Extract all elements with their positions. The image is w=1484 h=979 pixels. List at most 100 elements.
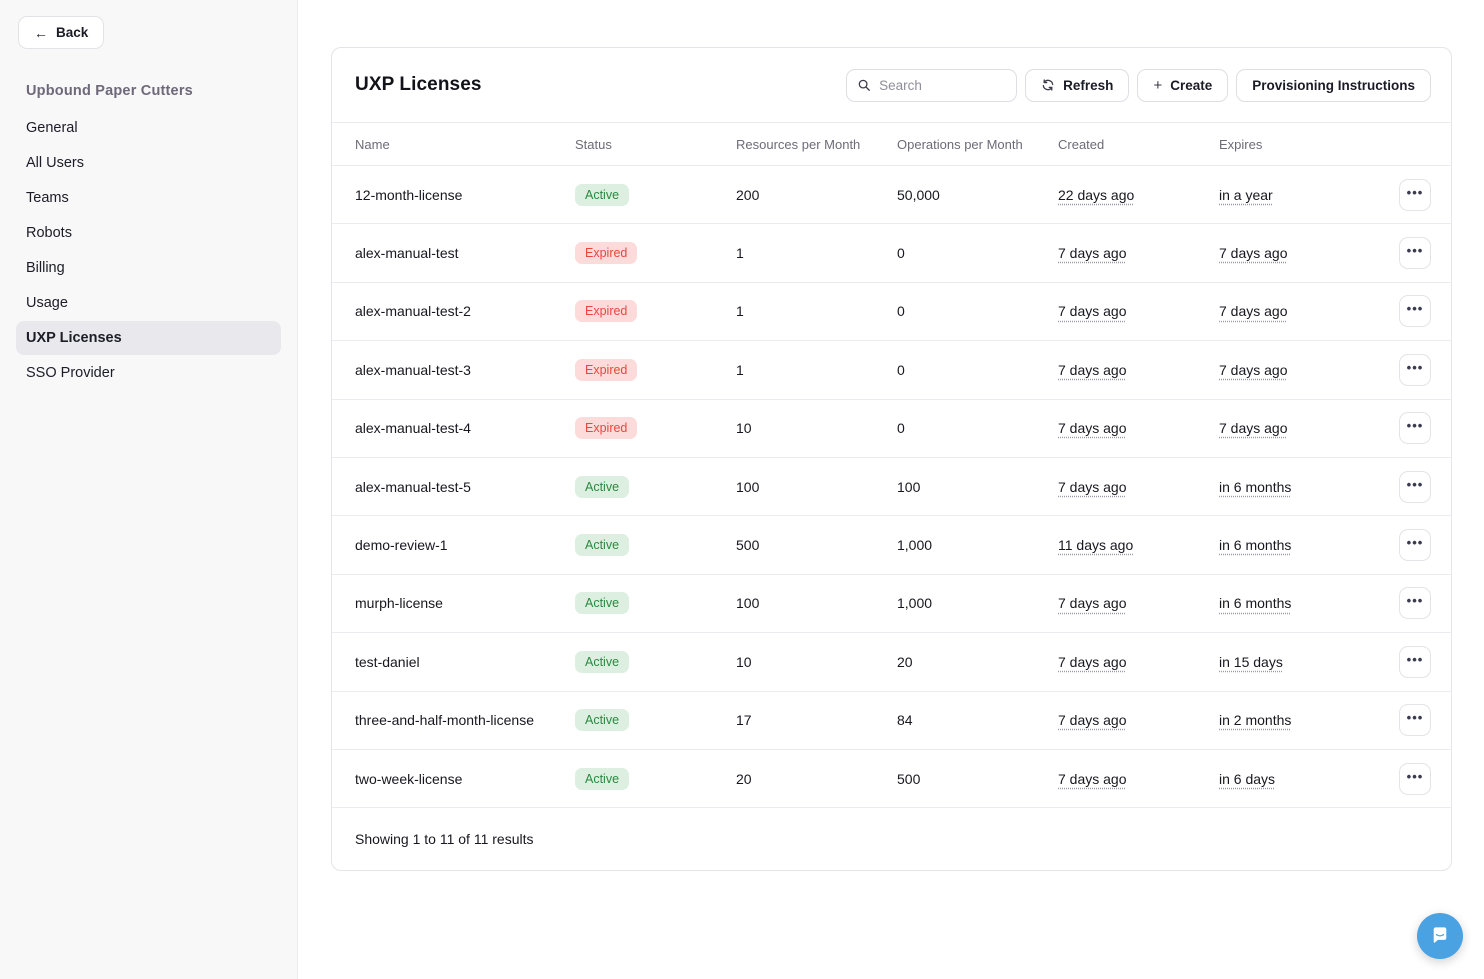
license-name: test-daniel [355, 653, 420, 670]
sidebar-item-uxp-licenses[interactable]: UXP Licenses [16, 321, 281, 355]
expires-value: in 15 days [1219, 653, 1283, 670]
status-badge: Active [575, 183, 630, 206]
column-header-operations: Operations per Month [897, 136, 1023, 152]
create-button-label: Create [1170, 77, 1213, 93]
sidebar-item-billing[interactable]: Billing [26, 260, 65, 276]
license-name: two-week-license [355, 770, 463, 787]
row-actions-button[interactable]: ••• [1399, 412, 1431, 445]
sidebar: ← Back Upbound Paper Cutters General All… [0, 0, 298, 979]
expires-value: in 6 months [1219, 478, 1292, 495]
sidebar-item-usage[interactable]: Usage [26, 295, 68, 311]
main-content: UXP Licenses [298, 0, 1484, 979]
licenses-card: UXP Licenses [331, 47, 1452, 872]
provisioning-instructions-button[interactable]: Provisioning Instructions [1236, 68, 1431, 102]
org-name-heading: Upbound Paper Cutters [26, 83, 193, 99]
operations-per-month: 0 [897, 361, 905, 378]
sidebar-item-general[interactable]: General [26, 120, 78, 136]
row-actions-button[interactable]: ••• [1399, 645, 1431, 678]
sidebar-item-teams[interactable]: Teams [26, 190, 69, 206]
operations-per-month: 0 [897, 303, 905, 320]
table-footer: Showing 1 to 11 of 11 results [332, 808, 1451, 870]
chat-bubble-icon [1429, 925, 1451, 947]
status-badge: Active [575, 534, 630, 557]
license-name: alex-manual-test-4 [355, 420, 471, 437]
provisioning-button-label: Provisioning Instructions [1252, 77, 1415, 93]
created-value: 7 days ago [1058, 478, 1127, 495]
table-row: two-week-license Active 20 500 7 days ag… [332, 750, 1451, 809]
table-row: alex-manual-test Expired 1 0 7 days ago … [332, 224, 1451, 283]
search-icon [857, 78, 871, 92]
expires-value: 7 days ago [1219, 361, 1288, 378]
row-actions-button[interactable]: ••• [1399, 762, 1431, 795]
created-value: 7 days ago [1058, 361, 1127, 378]
back-button[interactable]: ← Back [18, 16, 105, 49]
sidebar-item-all-users[interactable]: All Users [26, 155, 85, 171]
license-name: alex-manual-test-3 [355, 361, 471, 378]
row-actions-button[interactable]: ••• [1399, 470, 1431, 503]
operations-per-month: 84 [897, 712, 913, 729]
table-row: alex-manual-test-5 Active 100 100 7 days… [332, 458, 1451, 517]
table-row: demo-review-1 Active 500 1,000 11 days a… [332, 516, 1451, 575]
license-name: 12-month-license [355, 186, 463, 203]
license-name: alex-manual-test-5 [355, 478, 471, 495]
sidebar-item-robots[interactable]: Robots [26, 225, 72, 241]
license-name: demo-review-1 [355, 537, 448, 554]
card-header: UXP Licenses [332, 48, 1451, 122]
resources-per-month: 1 [736, 303, 744, 320]
expires-value: in a year [1219, 186, 1273, 203]
chat-launcher-button[interactable] [1417, 913, 1463, 959]
operations-per-month: 0 [897, 420, 905, 437]
row-actions-button[interactable]: ••• [1399, 178, 1431, 211]
toolbar: Refresh + Create Provisioning Instructio… [846, 68, 1431, 102]
status-badge: Active [575, 592, 630, 615]
sidebar-item-sso-provider[interactable]: SSO Provider [26, 365, 115, 381]
resources-per-month: 1 [736, 361, 744, 378]
table-header-row: Name Status Resources per Month Operatio… [332, 122, 1451, 166]
resources-per-month: 100 [736, 478, 760, 495]
table-row: alex-manual-test-4 Expired 10 0 7 days a… [332, 400, 1451, 458]
search-input[interactable] [879, 77, 1007, 93]
created-value: 7 days ago [1058, 420, 1127, 437]
license-name: alex-manual-test [355, 245, 459, 262]
expires-value: 7 days ago [1219, 420, 1288, 437]
expires-value: 7 days ago [1219, 245, 1288, 262]
resources-per-month: 17 [736, 712, 752, 729]
create-button[interactable]: + Create [1137, 68, 1229, 102]
created-value: 7 days ago [1058, 303, 1127, 320]
status-badge: Expired [575, 242, 638, 265]
resources-per-month: 20 [736, 770, 752, 787]
status-badge: Active [575, 475, 630, 498]
column-header-expires: Expires [1219, 136, 1263, 152]
expires-value: 7 days ago [1219, 303, 1288, 320]
license-name: alex-manual-test-2 [355, 303, 471, 320]
row-actions-button[interactable]: ••• [1399, 295, 1431, 328]
license-name: three-and-half-month-license [355, 712, 534, 729]
operations-per-month: 0 [897, 245, 905, 262]
operations-per-month: 20 [897, 653, 913, 670]
operations-per-month: 500 [897, 770, 921, 787]
resources-per-month: 100 [736, 595, 760, 612]
status-badge: Active [575, 650, 630, 673]
row-actions-button[interactable]: ••• [1399, 529, 1431, 562]
status-badge: Expired [575, 417, 638, 440]
table-row: test-daniel Active 10 20 7 days ago in 1… [332, 633, 1451, 692]
row-actions-button[interactable]: ••• [1399, 353, 1431, 386]
row-actions-button[interactable]: ••• [1399, 237, 1431, 270]
resources-per-month: 1 [736, 245, 744, 262]
table-body: 12-month-license Active 200 50,000 22 da… [332, 166, 1451, 809]
column-header-resources: Resources per Month [736, 136, 861, 152]
expires-value: in 2 months [1219, 712, 1292, 729]
search-box[interactable] [846, 68, 1018, 102]
row-actions-button[interactable]: ••• [1399, 704, 1431, 737]
refresh-button[interactable]: Refresh [1025, 68, 1130, 102]
status-badge: Active [575, 709, 630, 732]
created-value: 7 days ago [1058, 770, 1127, 787]
status-badge: Expired [575, 358, 638, 381]
refresh-button-label: Refresh [1063, 77, 1114, 93]
table-row: three-and-half-month-license Active 17 8… [332, 692, 1451, 750]
created-value: 7 days ago [1058, 712, 1127, 729]
table-row: alex-manual-test-3 Expired 1 0 7 days ag… [332, 341, 1451, 400]
row-actions-button[interactable]: ••• [1399, 587, 1431, 620]
column-header-status: Status [575, 136, 612, 152]
expires-value: in 6 days [1219, 770, 1276, 787]
